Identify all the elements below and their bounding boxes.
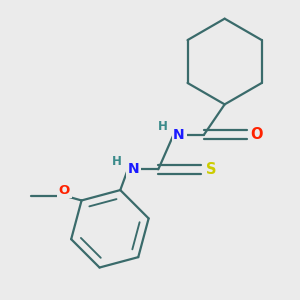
Text: N: N <box>128 162 139 176</box>
Text: O: O <box>250 127 263 142</box>
Text: H: H <box>158 120 167 133</box>
Text: S: S <box>206 162 217 177</box>
Text: H: H <box>112 154 122 168</box>
Text: O: O <box>59 184 70 196</box>
Text: N: N <box>173 128 185 142</box>
